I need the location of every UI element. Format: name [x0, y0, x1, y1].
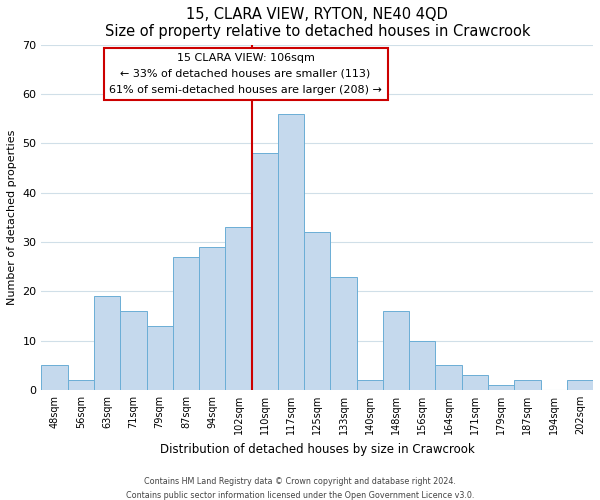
- Bar: [68, 380, 94, 390]
- Bar: [383, 311, 409, 390]
- Bar: [278, 114, 304, 390]
- Bar: [514, 380, 541, 390]
- Text: 15 CLARA VIEW: 106sqm
← 33% of detached houses are smaller (113)
61% of semi-det: 15 CLARA VIEW: 106sqm ← 33% of detached …: [109, 54, 382, 94]
- Bar: [409, 340, 436, 390]
- Bar: [146, 326, 173, 390]
- Bar: [356, 380, 383, 390]
- Y-axis label: Number of detached properties: Number of detached properties: [7, 130, 17, 305]
- Bar: [251, 153, 278, 390]
- X-axis label: Distribution of detached houses by size in Crawcrook: Distribution of detached houses by size …: [160, 442, 475, 456]
- Bar: [41, 366, 68, 390]
- Text: Contains HM Land Registry data © Crown copyright and database right 2024.
Contai: Contains HM Land Registry data © Crown c…: [126, 478, 474, 500]
- Bar: [199, 247, 226, 390]
- Title: 15, CLARA VIEW, RYTON, NE40 4QD
Size of property relative to detached houses in : 15, CLARA VIEW, RYTON, NE40 4QD Size of …: [104, 7, 530, 40]
- Bar: [488, 385, 514, 390]
- Bar: [120, 311, 146, 390]
- Bar: [462, 375, 488, 390]
- Bar: [226, 227, 251, 390]
- Bar: [567, 380, 593, 390]
- Bar: [94, 296, 120, 390]
- Bar: [304, 232, 331, 390]
- Bar: [436, 366, 462, 390]
- Bar: [331, 276, 356, 390]
- Bar: [173, 257, 199, 390]
